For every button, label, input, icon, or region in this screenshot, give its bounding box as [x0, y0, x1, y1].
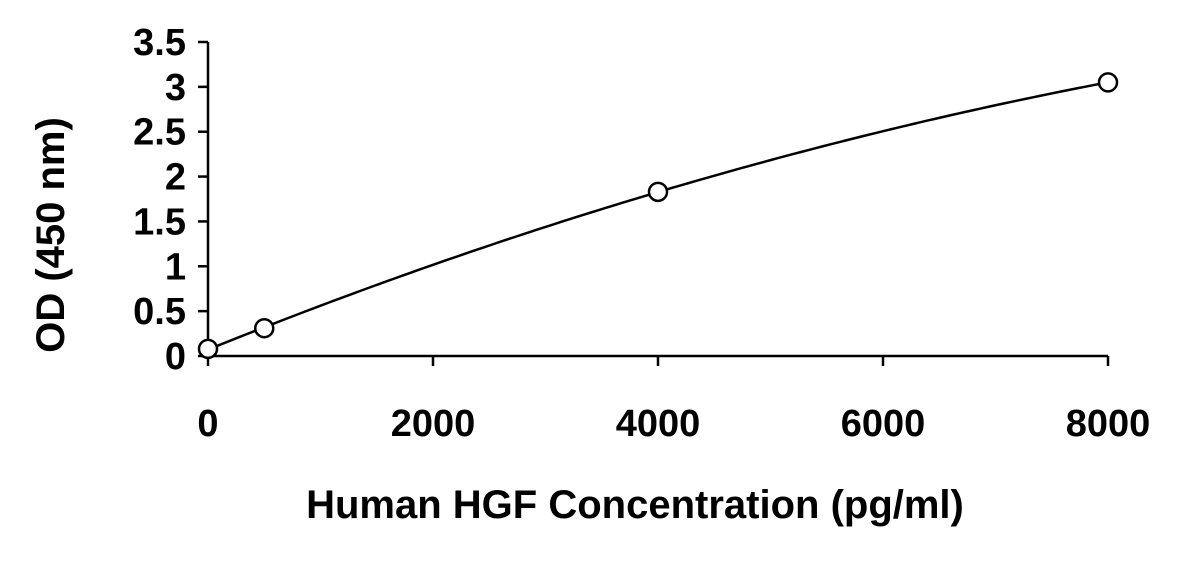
- x-tick-label: 8000: [1066, 403, 1151, 445]
- data-points: [197, 72, 1119, 360]
- x-axis-title: Human HGF Concentration (pg/ml): [306, 483, 964, 527]
- data-point: [1097, 72, 1119, 93]
- y-tick-label: 2: [165, 157, 186, 199]
- y-tick-label: 0: [165, 336, 186, 378]
- x-tick-label: 2000: [391, 403, 476, 445]
- y-tick-label: 1.5: [133, 201, 186, 243]
- y-tick-label: 3: [165, 67, 186, 109]
- x-tick-label: 6000: [841, 403, 926, 445]
- x-ticks: 0 2000 4000 6000 8000: [197, 356, 1150, 445]
- x-tick-label: 0: [197, 403, 218, 445]
- y-tick-label: 0.5: [133, 291, 186, 333]
- data-point: [254, 317, 275, 339]
- y-tick-label: 1: [165, 246, 186, 288]
- y-tick-label: 3.5: [133, 22, 186, 64]
- fit-curve: [207, 81, 1109, 351]
- y-tick-label: 2.5: [133, 112, 186, 154]
- y-ticks: 00.511.522.533.5: [133, 22, 208, 378]
- data-point: [197, 338, 219, 360]
- data-point: [647, 181, 669, 203]
- y-axis-title: OD (450 nm): [29, 117, 73, 353]
- x-tick-label: 4000: [616, 403, 701, 445]
